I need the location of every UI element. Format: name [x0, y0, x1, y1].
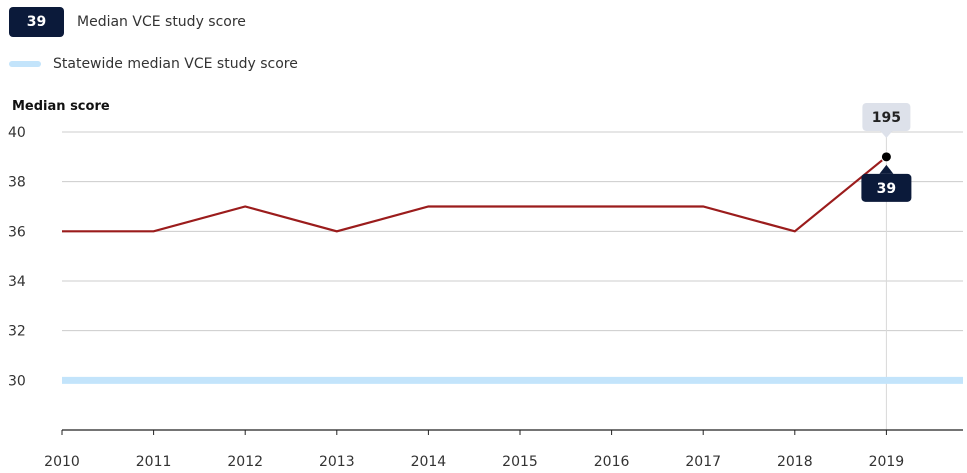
x-tick-label: 2018 [777, 454, 813, 470]
x-tick-label: 2019 [869, 454, 905, 470]
median-score-badge: 39 [9, 7, 64, 37]
x-tick-label: 2013 [319, 454, 355, 470]
x-tick-label: 2014 [411, 454, 447, 470]
x-tick-label: 2011 [136, 454, 172, 470]
top-tooltip-pointer [880, 131, 893, 138]
y-tick-label: 38 [8, 175, 26, 191]
legend-median[interactable]: 39 Median VCE study score [9, 7, 246, 37]
median-score-line [62, 155, 888, 233]
value-tooltip-box [861, 173, 912, 202]
x-tick-label: 2017 [685, 454, 721, 470]
y-tick-label: 34 [8, 274, 26, 290]
y-tick-label: 40 [8, 125, 26, 141]
top-tooltip-box [862, 103, 911, 131]
y-axis-title: Median score [12, 99, 110, 114]
x-tick-label: 2015 [502, 454, 538, 470]
highlight-point[interactable] [880, 151, 892, 163]
statewide-legend-swatch [9, 61, 41, 67]
y-tick-label: 30 [8, 373, 26, 389]
value-tooltip-pointer [879, 164, 894, 174]
value-tooltip-label: 39 [877, 181, 896, 197]
median-legend-label: Median VCE study score [77, 14, 246, 30]
legend-statewide[interactable]: Statewide median VCE study score [9, 56, 298, 72]
statewide-legend-label: Statewide median VCE study score [53, 56, 298, 72]
y-tick-label: 32 [8, 324, 26, 340]
x-tick-label: 2010 [44, 454, 80, 470]
x-tick-label: 2012 [227, 454, 263, 470]
top-tooltip-label: 195 [872, 110, 901, 126]
x-tick-label: 2016 [594, 454, 630, 470]
y-tick-label: 36 [8, 224, 26, 240]
